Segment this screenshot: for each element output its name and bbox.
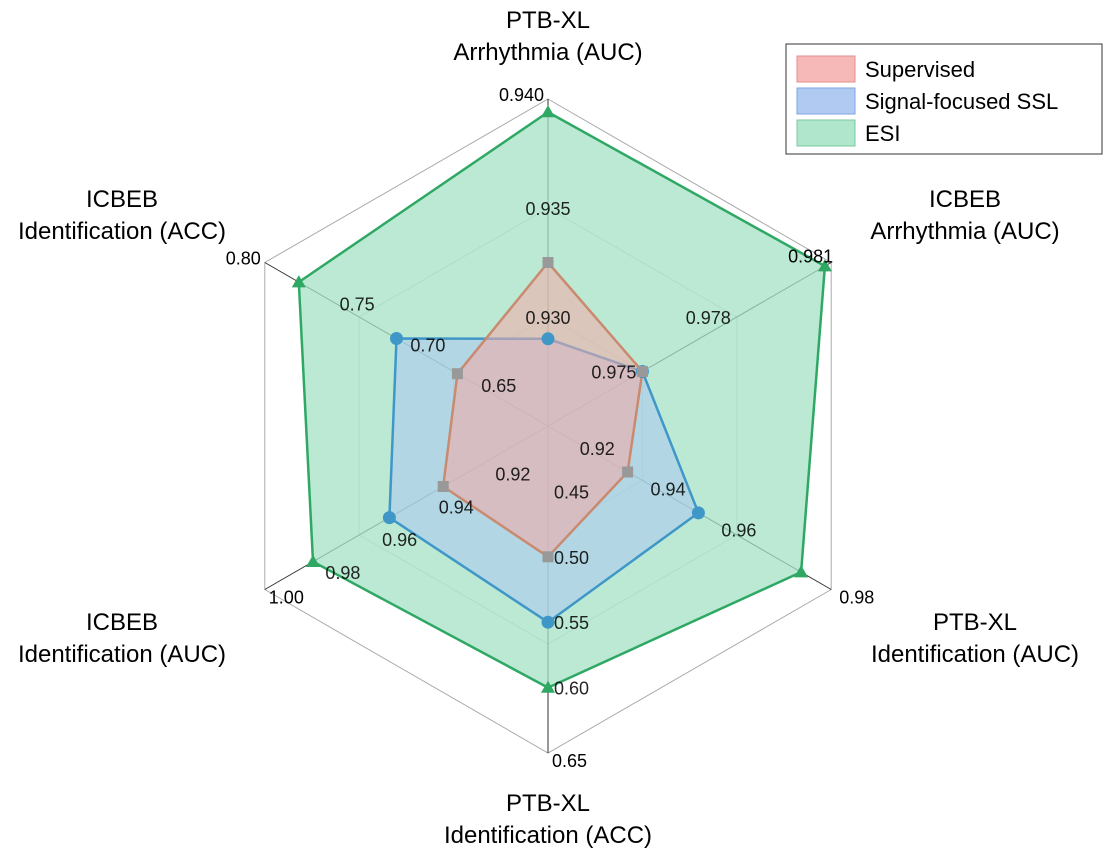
axis-title-1-line-0: ICBEB [929,186,1001,213]
series-0-point-1 [636,366,648,377]
tick-label-axis-0-1: 0.935 [525,199,570,219]
tick-label-axis-3-4: 0.65 [552,751,587,771]
tick-label-axis-4-0: 0.92 [495,465,530,485]
axis-title-5-line-0: ICBEB [86,186,158,213]
series-2-point-4 [306,554,320,567]
series-1-point-3 [541,615,555,629]
axis-titles: PTB-XL Arrhythmia (AUC) ICBEB Arrhythmia (A… [18,7,1079,849]
legend: Supervised Signal-focused SSL ESI [785,43,1103,155]
legend-label-supervised: Supervised [865,57,975,82]
axis-title-0-line-1: Arrhythmia (AUC) [453,39,642,66]
tick-label-axis-2-1: 0.94 [651,480,686,500]
axis-title-4-line-0: ICBEB [86,609,158,636]
legend-swatch-signal-ssl [796,87,856,115]
tick-label-axis-2-0: 0.92 [580,439,615,459]
series-0-point-5 [451,368,463,380]
tick-label-axis-3-3: 0.60 [554,679,589,699]
tick-labels: 0.930 0.935 0.940 0.975 0.978 0.981 0.92 0.94 0.… [226,85,874,771]
tick-label-axis-4-2: 0.96 [382,530,417,550]
series-2-point-1 [817,259,832,272]
series-1-point-4 [382,511,396,525]
tick-label-axis-4-4: 1.00 [269,588,304,608]
tick-label-axis-0-2: 0.940 [499,85,544,105]
legend-swatch-esi [796,119,856,147]
series-1-point-2 [691,506,705,520]
series-layer [291,105,832,693]
series-0-point-3 [542,551,554,563]
axis-title-0-line-0: PTB-XL [506,7,590,34]
series-2-point-3 [541,680,555,693]
series-2-point-5 [291,275,306,288]
tick-label-axis-3-1: 0.50 [554,548,589,568]
tick-label-axis-4-1: 0.94 [439,497,474,517]
series-0-point-4 [437,481,449,492]
series-0-point-2 [622,466,634,478]
tick-label-axis-5-0: 0.65 [481,376,516,396]
axis-title-3-line-1: Identification (ACC) [444,822,652,849]
tick-label-axis-3-2: 0.55 [554,613,589,633]
tick-label-axis-2-2: 0.96 [721,521,756,541]
legend-label-esi: ESI [865,121,900,146]
axis-title-1-line-1: Arrhythmia (AUC) [870,218,1059,245]
axis-title-5-line-1: Identification (ACC) [18,218,226,245]
series-2-point-0 [541,105,555,118]
axis-title-2-line-1: Identification (AUC) [871,641,1079,668]
axis-title-3-line-0: PTB-XL [506,790,590,817]
tick-label-axis-1-2: 0.981 [788,247,833,267]
tick-label-axis-3-0: 0.45 [554,482,589,502]
series-2-point-2 [794,565,809,578]
series-1-point-5 [390,332,403,345]
tick-label-axis-1-0: 0.975 [591,363,636,383]
tick-label-axis-5-3: 0.80 [226,249,261,269]
axis-title-2-line-0: PTB-XL [933,609,1017,636]
tick-label-axis-2-3: 0.98 [839,588,874,608]
tick-label-axis-5-1: 0.70 [410,335,445,355]
axis-title-4-line-1: Identification (AUC) [18,641,226,668]
tick-label-axis-0-0: 0.930 [525,308,570,328]
tick-label-axis-4-3: 0.98 [325,563,360,583]
series-1-point-0 [541,332,555,346]
tick-label-axis-5-2: 0.75 [340,294,375,314]
tick-label-axis-1-1: 0.978 [686,308,731,328]
series-0-point-0 [542,257,554,268]
legend-label-signal-ssl: Signal-focused SSL [865,89,1058,114]
legend-swatch-supervised [796,55,856,83]
